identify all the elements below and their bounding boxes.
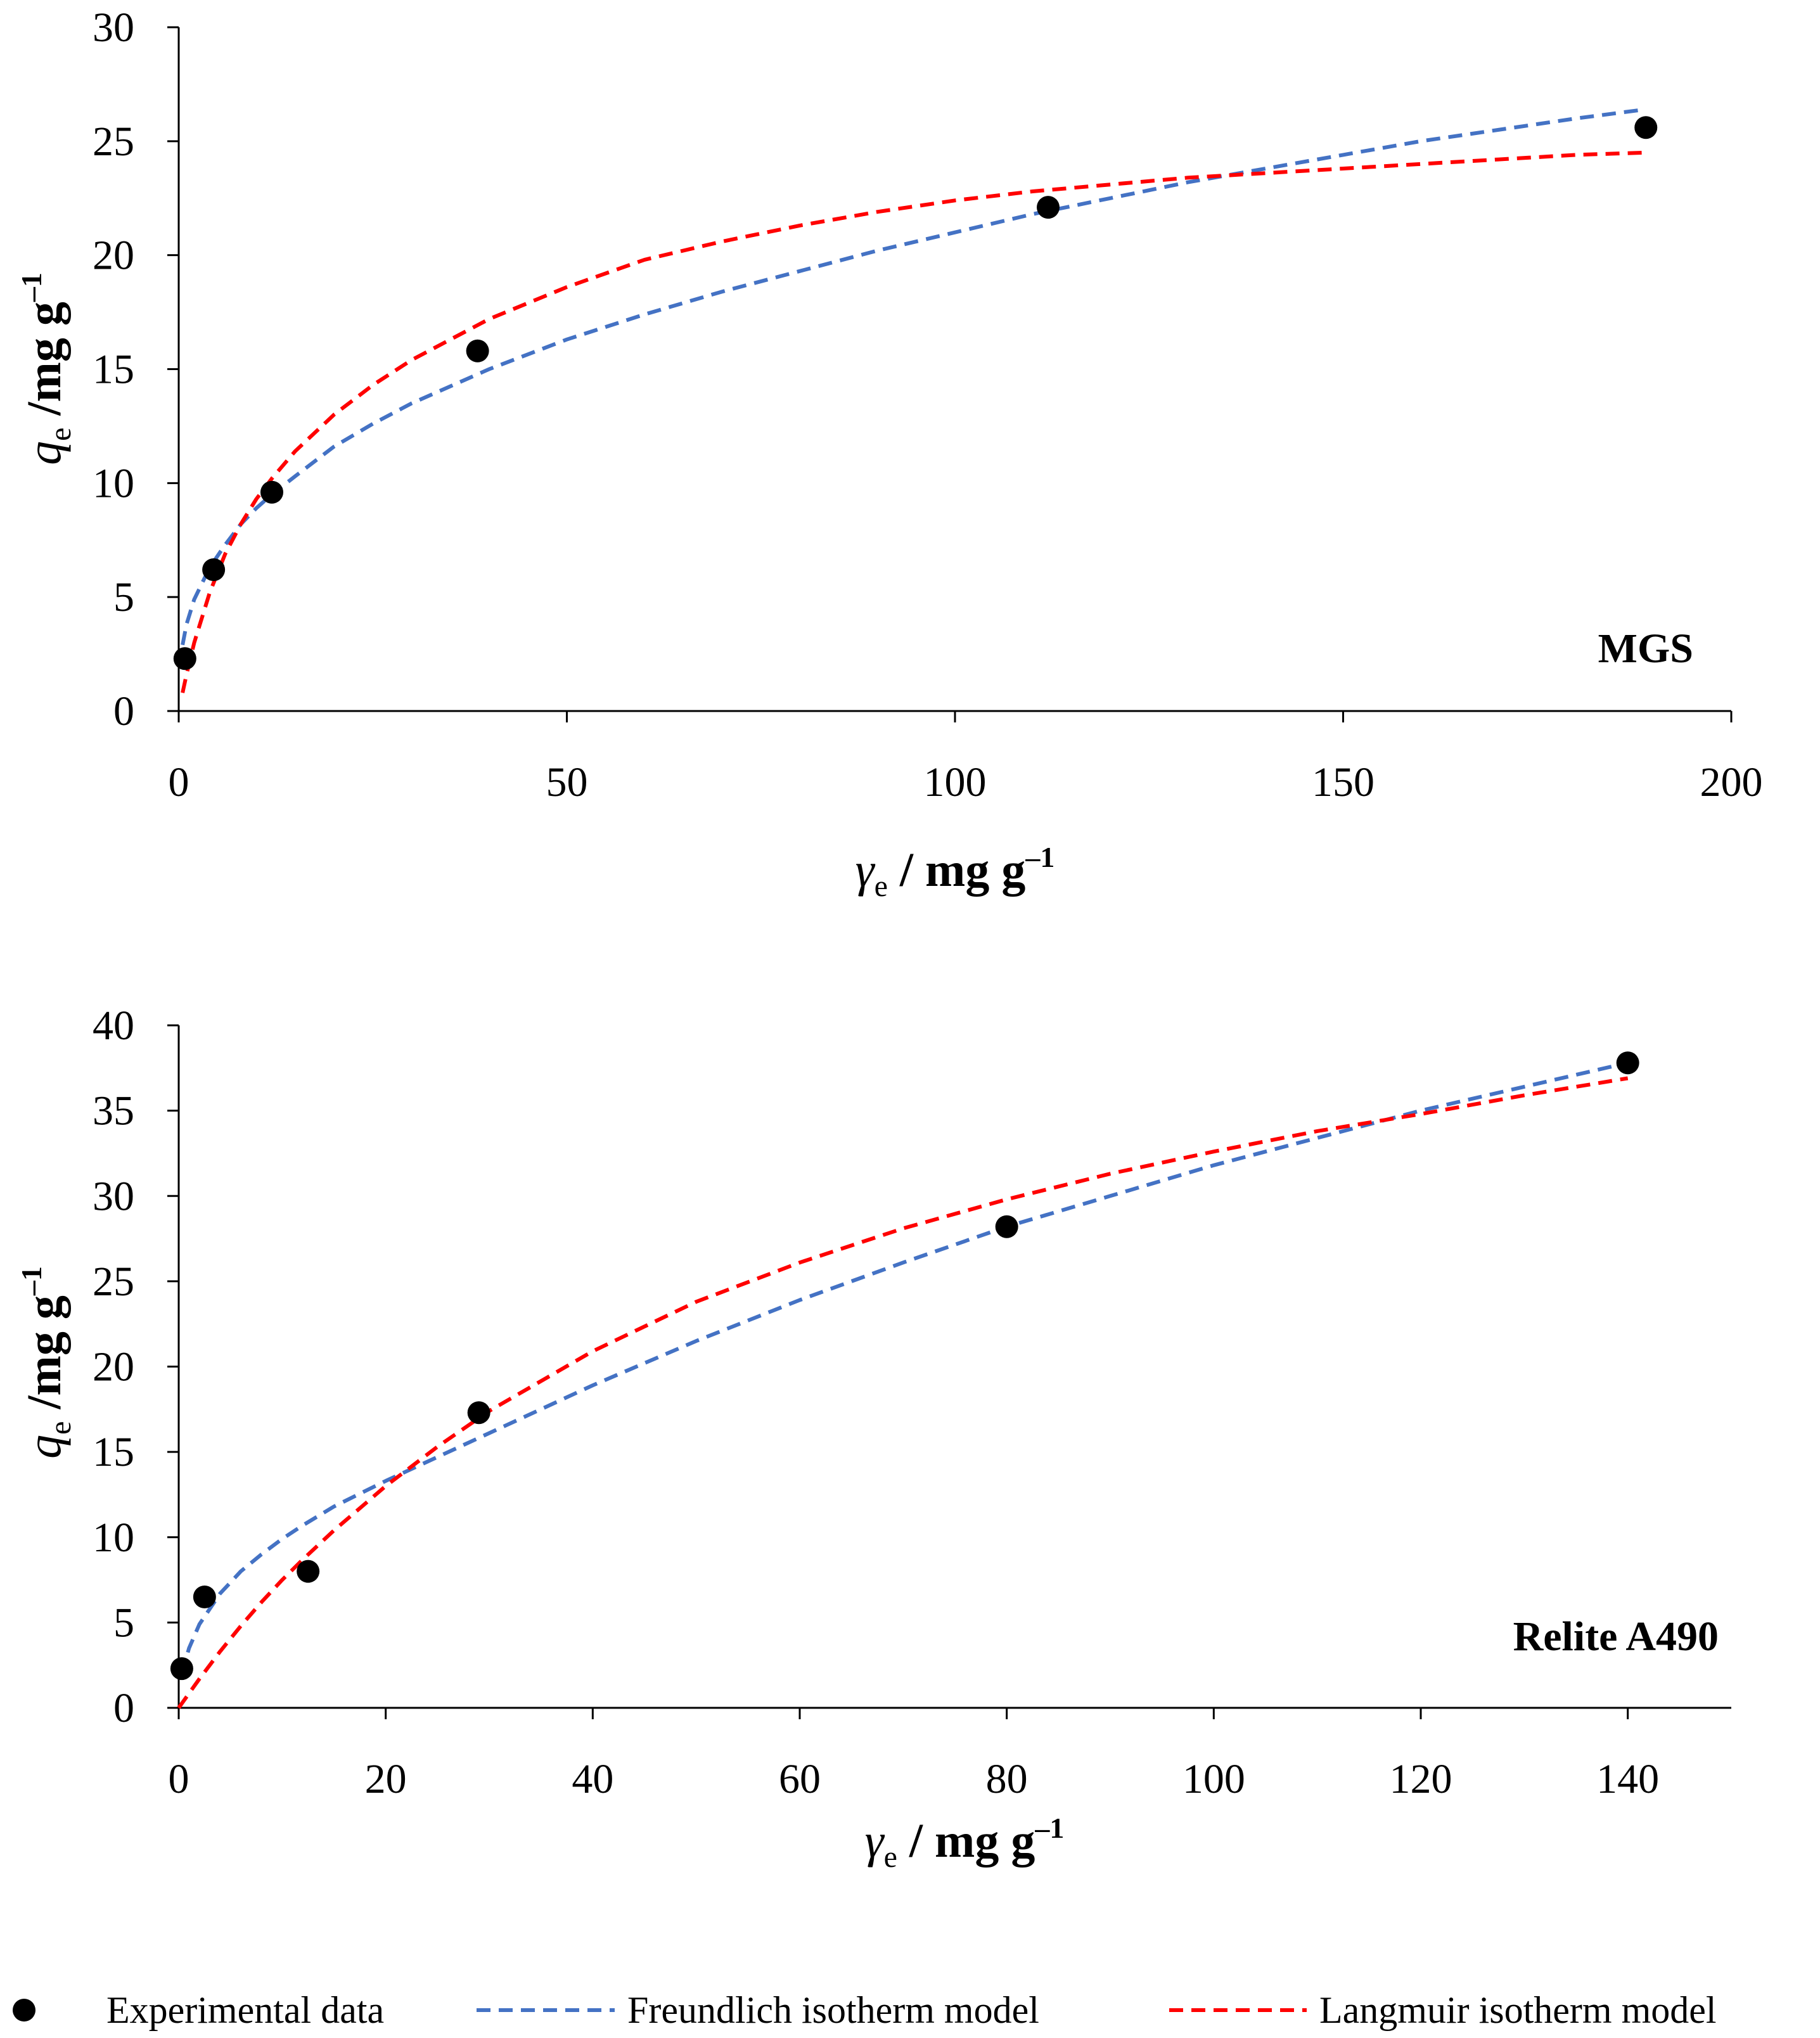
y-tick-label: 0	[113, 1685, 134, 1731]
points-relite	[170, 1051, 1639, 1681]
freundlich-isotherm-model-line	[181, 107, 1646, 646]
experimental-data-point	[467, 1401, 490, 1425]
x-axis-sub: e	[884, 1840, 897, 1874]
experimental-data-point	[466, 339, 489, 362]
langmuir-isotherm-model-line	[177, 1076, 1629, 1709]
y-axis-var: q	[18, 441, 71, 465]
x-axis-var: γ	[856, 843, 876, 897]
x-tick-label: 150	[1312, 759, 1375, 805]
y-axis-sub: e	[44, 1421, 77, 1435]
legend-label-freundlich: Freundlich isotherm model	[627, 1989, 1039, 2031]
y-tick-label: 25	[93, 1259, 134, 1305]
y-tick-label: 15	[93, 347, 134, 393]
y-axis-var: q	[18, 1435, 71, 1459]
experimental-data-point	[260, 480, 283, 504]
y-tick-label: 25	[93, 119, 134, 165]
x-tick-label: 80	[986, 1756, 1028, 1802]
x-tick-label: 100	[1182, 1756, 1245, 1802]
x-tick-label: 140	[1596, 1756, 1659, 1802]
y-axis-unit: /mg g	[18, 302, 71, 427]
x-axis-unit: / mg g	[897, 1814, 1035, 1868]
y-tick-label: 10	[93, 1515, 134, 1561]
y-tick-label: 30	[93, 4, 134, 51]
experimental-data-point	[170, 1657, 193, 1681]
y-tick-label: 20	[93, 1344, 134, 1390]
x-tick-label: 0	[169, 759, 189, 805]
x-tick-label: 200	[1700, 759, 1763, 805]
experimental-data-point	[1616, 1051, 1639, 1075]
y-tick-label: 35	[93, 1088, 134, 1134]
x-tick-label: 50	[546, 759, 588, 805]
y-tick-label: 5	[113, 1599, 134, 1646]
x-axis-title: γe / mg g–1	[865, 1812, 1065, 1874]
y-axis-title: qe /mg g–1	[15, 272, 77, 465]
ticks-relite: 0 5 10 15 20 25 30 35 40 0 20 40 60 80 100 120 140	[93, 1003, 1659, 1802]
panel-label: MGS	[1598, 625, 1693, 672]
y-tick-label: 30	[93, 1173, 134, 1219]
y-axis-sub: e	[44, 428, 77, 441]
points-mgs	[173, 116, 1658, 670]
legend-label-experimental: Experimental data	[106, 1989, 384, 2031]
curves-relite	[177, 1061, 1629, 1709]
y-axis-sup: –1	[15, 1266, 48, 1296]
x-tick-label: 20	[365, 1756, 407, 1802]
y-tick-label: 10	[93, 460, 134, 506]
x-axis-sub: e	[875, 869, 888, 903]
x-tick-label: 100	[924, 759, 987, 805]
y-tick-label: 15	[93, 1429, 134, 1475]
y-axis-title: qe /mg g–1	[15, 1266, 77, 1459]
y-tick-label: 0	[113, 688, 134, 734]
y-tick-label: 5	[113, 574, 134, 620]
x-axis-var: γ	[865, 1814, 885, 1868]
y-tick-label: 40	[93, 1003, 134, 1049]
axes-relite	[177, 1025, 1731, 1709]
freundlich-isotherm-model-line	[180, 1061, 1629, 1675]
experimental-data-point	[193, 1585, 216, 1608]
legend-marker-experimental	[13, 1999, 35, 2022]
x-tick-label: 40	[572, 1756, 613, 1802]
x-tick-label: 120	[1390, 1756, 1452, 1802]
x-tick-label: 60	[779, 1756, 821, 1802]
legend: Experimental data Freundlich isotherm mo…	[13, 1989, 1717, 2031]
legend-label-langmuir: Langmuir isotherm model	[1319, 1989, 1717, 2031]
x-tick-label: 0	[169, 1756, 189, 1802]
x-axis-title: γe / mg g–1	[856, 841, 1055, 903]
experimental-data-point	[1634, 116, 1658, 139]
x-axis-sup: –1	[1034, 1812, 1064, 1844]
experimental-data-point	[202, 558, 226, 582]
x-axis-sup: –1	[1025, 841, 1054, 873]
curves-mgs	[181, 107, 1646, 693]
y-tick-label: 20	[93, 233, 134, 279]
langmuir-isotherm-model-line	[181, 150, 1646, 693]
experimental-data-point	[1037, 196, 1060, 219]
experimental-data-point	[995, 1215, 1018, 1238]
x-axis-unit: / mg g	[888, 843, 1025, 897]
y-axis-unit: /mg g	[18, 1295, 71, 1421]
ticks-mgs: 0 5 10 15 20 25 30 0 50 100 150 200	[93, 4, 1763, 805]
experimental-data-point	[173, 647, 196, 670]
y-axis-sup: –1	[15, 272, 48, 302]
experimental-data-point	[297, 1560, 320, 1583]
chart-relite-a490: 0 5 10 15 20 25 30 35 40 0 20 40 60 80 100 120 140 Relit…	[15, 1003, 1731, 1874]
panel-label: Relite A490	[1513, 1613, 1719, 1660]
